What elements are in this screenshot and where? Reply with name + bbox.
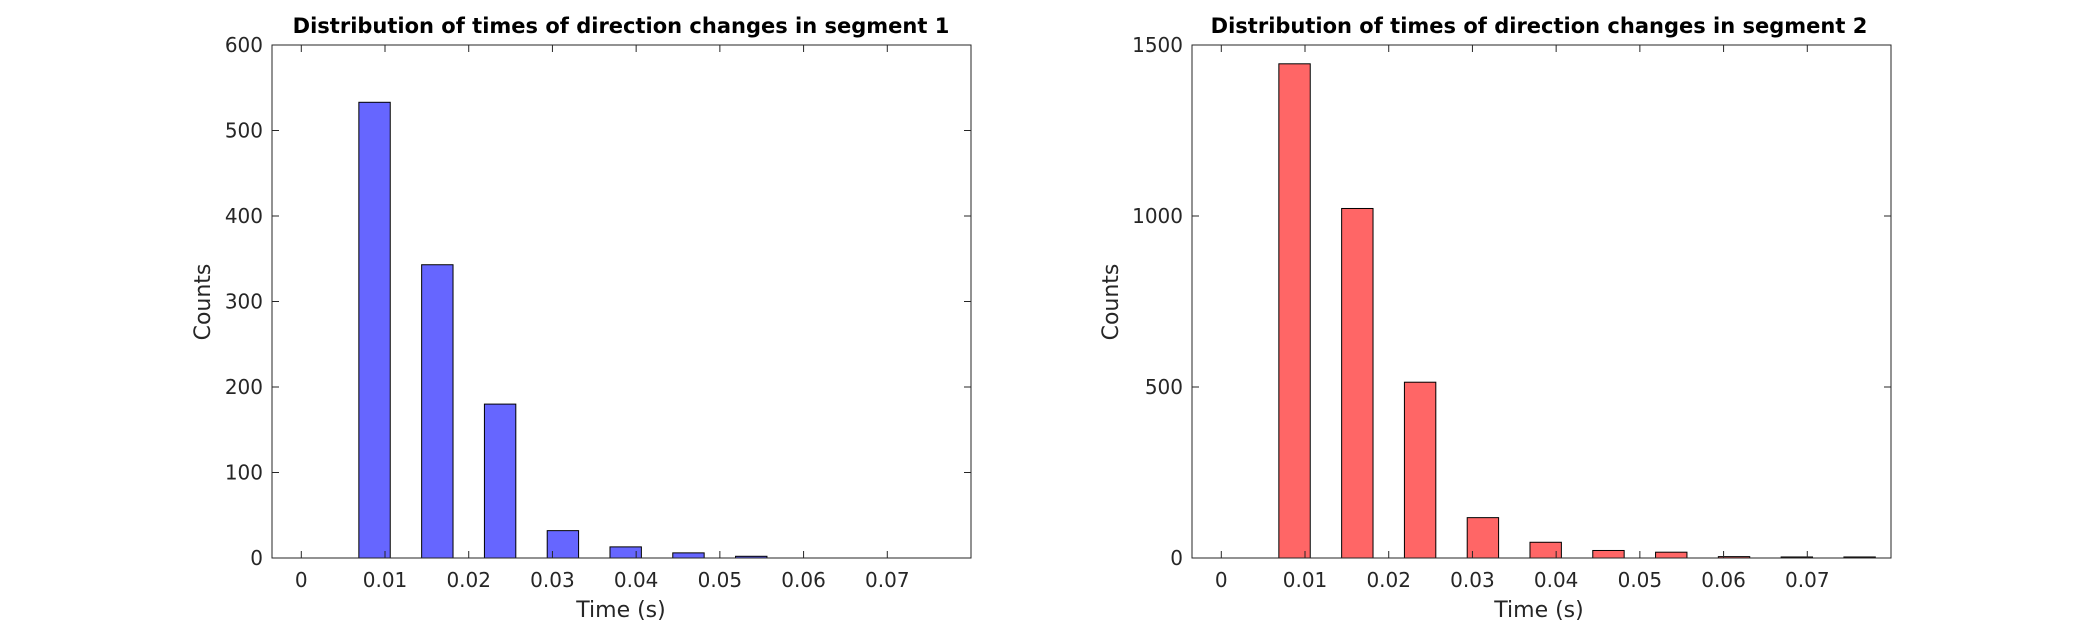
y-tick-label-1-4: 300 — [225, 290, 263, 314]
bar-2-1 — [1278, 63, 1311, 559]
x-tick-label-2-2: 0.01 — [1283, 568, 1328, 592]
plot-area-1: 0 0.01 0.02 0.03 0.04 0.05 0.06 0.07 0 100 200 300 4… — [225, 33, 972, 592]
x-tick-label-1-6: 0.05 — [698, 568, 743, 592]
y-tick-label-1-1: 0 — [250, 546, 263, 570]
x-tick-label-2-3: 0.02 — [1366, 568, 1411, 592]
bar-1-2 — [421, 264, 454, 559]
bar-1-1 — [358, 101, 391, 559]
x-tick-label-2-8: 0.07 — [1785, 568, 1830, 592]
bar-1-4 — [546, 530, 580, 559]
x-tick-label-2-6: 0.05 — [1618, 568, 1663, 592]
x-tick-label-2-7: 0.06 — [1701, 568, 1746, 592]
x-axis-label-2: Time (s) — [1493, 598, 1583, 623]
chart-title-2: Distribution of times of direction chang… — [1211, 14, 1868, 38]
y-axis-label-2: Counts — [1099, 264, 1124, 341]
y-axis-label-1: Counts — [191, 264, 216, 341]
bar-2-7 — [1655, 551, 1688, 559]
x-tick-label-2-4: 0.03 — [1450, 568, 1495, 592]
bar-1-5 — [609, 546, 642, 559]
y-tick-label-1-3: 200 — [225, 375, 263, 399]
bar-2-4 — [1466, 517, 1500, 559]
x-tick-label-1-3: 0.02 — [446, 568, 491, 592]
x-tick-label-2-5: 0.04 — [1534, 568, 1579, 592]
y-tick-label-1-5: 400 — [225, 204, 263, 228]
bar-2-2 — [1341, 207, 1374, 559]
plot-area-2: 0 0.01 0.02 0.03 0.04 0.05 0.06 0.07 0 500 1000 150… — [1132, 33, 1892, 592]
axes-box-2 — [1191, 44, 1892, 559]
x-tick-label-1-8: 0.07 — [865, 568, 910, 592]
bar-1-3 — [483, 403, 517, 559]
x-tick-label-1-4: 0.03 — [530, 568, 575, 592]
x-axis-label-1: Time (s) — [575, 598, 665, 623]
bar-2-5 — [1529, 541, 1562, 559]
x-tick-label-1-5: 0.04 — [614, 568, 659, 592]
x-tick-label-2-1: 0 — [1215, 568, 1228, 592]
chart-title-1: Distribution of times of direction chang… — [293, 14, 950, 38]
y-tick-label-2-2: 500 — [1145, 375, 1183, 399]
bar-2-6 — [1592, 549, 1625, 559]
chart-panel-1: Distribution of times of direction chang… — [191, 14, 972, 623]
x-tick-label-1-7: 0.06 — [781, 568, 826, 592]
y-tick-label-1-2: 100 — [225, 461, 263, 485]
y-tick-label-1-7: 600 — [225, 33, 263, 57]
x-tick-label-1-2: 0.01 — [363, 568, 408, 592]
y-tick-label-2-4: 1500 — [1132, 33, 1183, 57]
bar-2-3 — [1403, 381, 1437, 559]
y-tick-label-2-1: 0 — [1170, 546, 1183, 570]
x-tick-label-1-1: 0 — [295, 568, 308, 592]
y-tick-label-1-6: 500 — [225, 119, 263, 143]
chart-panel-2: Distribution of times of direction chang… — [1099, 14, 1892, 623]
bar-1-6 — [672, 552, 705, 559]
y-tick-label-2-3: 1000 — [1132, 204, 1183, 228]
